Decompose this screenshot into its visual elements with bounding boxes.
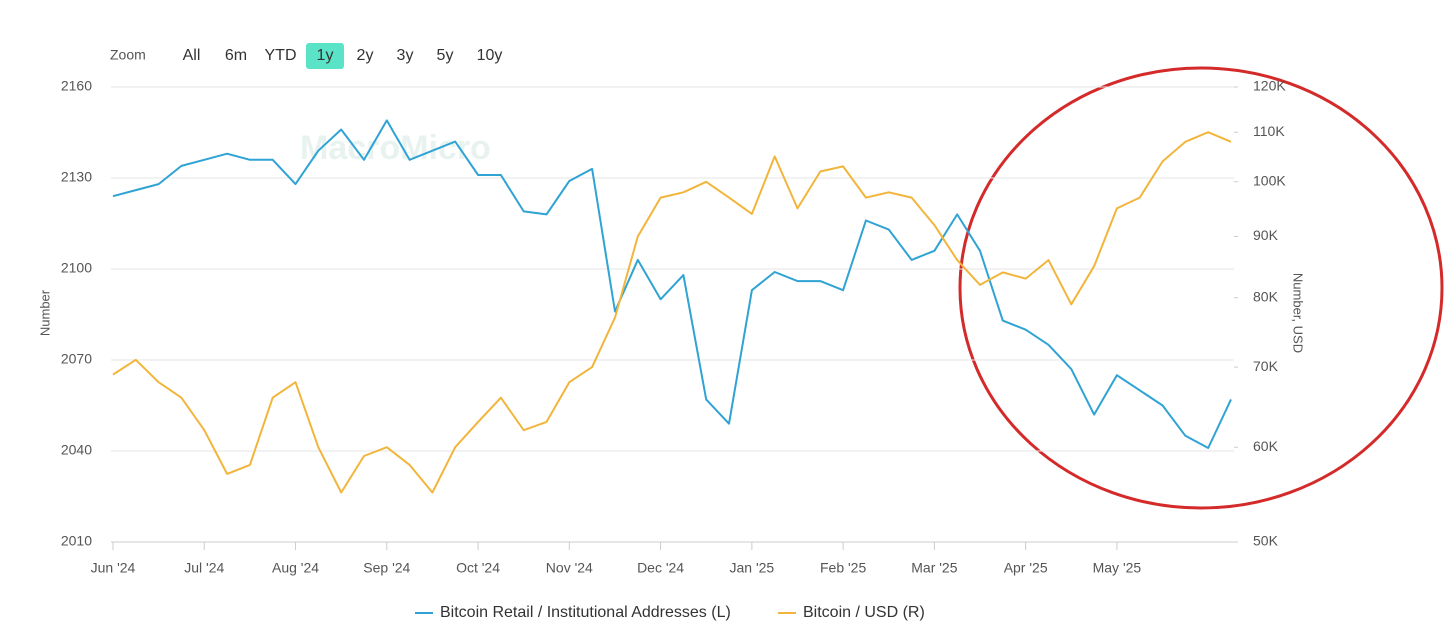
x-tick-label: Jan '25 bbox=[729, 560, 774, 576]
range-button[interactable]: 1y bbox=[306, 43, 344, 69]
y-tick-label: 2160 bbox=[61, 78, 92, 94]
highlight-circle bbox=[958, 66, 1444, 510]
y-axis-label: Number bbox=[37, 289, 52, 336]
y-tick-label: 2010 bbox=[61, 533, 92, 549]
x-tick-label: Dec '24 bbox=[637, 560, 684, 576]
y2-tick-label: 80K bbox=[1253, 288, 1279, 304]
y-tick-label: 2040 bbox=[61, 442, 92, 458]
x-tick-label: Feb '25 bbox=[820, 560, 866, 576]
range-button-label: YTD bbox=[265, 47, 297, 64]
range-button-label: 2y bbox=[357, 47, 374, 64]
x-tick-label: Jun '24 bbox=[91, 560, 136, 576]
range-label: Zoom bbox=[110, 47, 146, 63]
x-tick-label: Sep '24 bbox=[363, 560, 410, 576]
y2-tick-label: 110K bbox=[1253, 123, 1285, 139]
range-button[interactable]: 5y bbox=[437, 47, 454, 64]
y2-axis-label: Number, USD bbox=[1291, 273, 1306, 353]
y2-tick-label: 70K bbox=[1253, 358, 1279, 374]
y2-tick-label: 120K bbox=[1253, 78, 1286, 94]
legend-label: Bitcoin / USD (R) bbox=[803, 604, 925, 621]
range-button[interactable]: 2y bbox=[357, 47, 374, 64]
range-button[interactable]: YTD bbox=[265, 47, 297, 64]
range-button-label: 6m bbox=[225, 47, 247, 64]
x-tick-label: Jul '24 bbox=[184, 560, 224, 576]
range-button[interactable]: 6m bbox=[225, 47, 247, 64]
range-button[interactable]: All bbox=[183, 47, 201, 64]
series-line bbox=[112, 119, 1232, 449]
y-tick-label: 2100 bbox=[61, 260, 92, 276]
y2-tick-label: 50K bbox=[1253, 533, 1279, 549]
range-button[interactable]: 3y bbox=[397, 47, 414, 64]
range-button-label: 5y bbox=[437, 47, 454, 64]
x-tick-label: Apr '25 bbox=[1004, 560, 1048, 576]
x-tick-label: Oct '24 bbox=[456, 560, 500, 576]
range-button-label: 3y bbox=[397, 47, 414, 64]
range-button-label: All bbox=[183, 47, 201, 64]
legend-label: Bitcoin Retail / Institutional Addresses… bbox=[440, 604, 731, 621]
range-button-label: 10y bbox=[477, 47, 503, 64]
x-tick-label: Aug '24 bbox=[272, 560, 319, 576]
x-tick-label: May '25 bbox=[1093, 560, 1142, 576]
y2-tick-label: 60K bbox=[1253, 438, 1279, 454]
y2-tick-label: 90K bbox=[1253, 227, 1279, 243]
x-tick-label: Mar '25 bbox=[911, 560, 957, 576]
x-tick-label: Nov '24 bbox=[546, 560, 593, 576]
range-button-bg bbox=[306, 43, 344, 69]
y-tick-label: 2130 bbox=[61, 169, 92, 185]
series-line bbox=[112, 131, 1232, 494]
y-tick-label: 2070 bbox=[61, 351, 92, 367]
range-button[interactable]: 10y bbox=[477, 47, 503, 64]
y2-tick-label: 100K bbox=[1253, 172, 1286, 188]
range-button-label: 1y bbox=[317, 47, 334, 64]
